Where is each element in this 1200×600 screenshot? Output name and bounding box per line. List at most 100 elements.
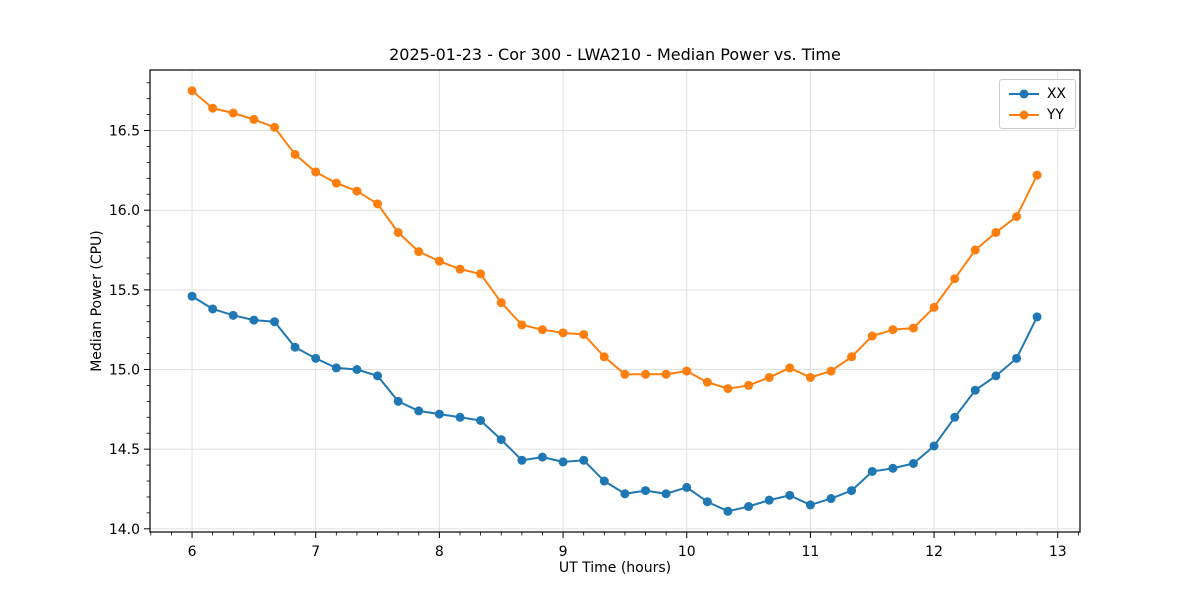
data-point-yy bbox=[599, 352, 609, 362]
data-point-xx bbox=[661, 489, 671, 499]
data-point-xx bbox=[228, 310, 238, 320]
data-point-xx bbox=[991, 371, 1001, 381]
data-point-xx bbox=[270, 317, 280, 327]
data-point-yy bbox=[558, 328, 568, 338]
data-point-yy bbox=[187, 86, 197, 96]
chart-title: 2025-01-23 - Cor 300 - LWA210 - Median P… bbox=[389, 45, 841, 64]
x-tick-label: 6 bbox=[188, 544, 197, 560]
data-point-xx bbox=[414, 406, 424, 416]
data-point-yy bbox=[929, 302, 939, 312]
data-point-xx bbox=[826, 494, 836, 504]
data-point-yy bbox=[888, 325, 898, 335]
data-point-xx bbox=[641, 486, 651, 496]
y-tick-label: 16.5 bbox=[109, 124, 140, 140]
data-point-xx bbox=[311, 353, 321, 363]
data-point-yy bbox=[744, 380, 754, 390]
data-point-yy bbox=[208, 103, 218, 113]
data-point-xx bbox=[434, 409, 444, 419]
data-point-xx bbox=[723, 506, 733, 516]
x-tick-label: 11 bbox=[801, 544, 819, 560]
data-point-yy bbox=[496, 298, 506, 308]
data-point-yy bbox=[970, 245, 980, 255]
data-point-yy bbox=[764, 372, 774, 382]
data-point-yy bbox=[826, 366, 836, 376]
data-point-xx bbox=[908, 458, 918, 468]
data-point-yy bbox=[661, 369, 671, 379]
data-point-xx bbox=[888, 463, 898, 473]
data-point-xx bbox=[620, 489, 630, 499]
data-point-xx bbox=[249, 315, 259, 325]
axes-border bbox=[149, 69, 1081, 533]
data-point-yy bbox=[785, 363, 795, 373]
data-point-xx bbox=[558, 457, 568, 467]
data-point-yy bbox=[331, 178, 341, 188]
data-point-yy bbox=[249, 114, 259, 124]
x-tick-label: 7 bbox=[311, 544, 320, 560]
data-point-yy bbox=[311, 167, 321, 177]
legend-item-yy: YY bbox=[1008, 106, 1066, 123]
data-point-xx bbox=[764, 495, 774, 505]
legend-label-xx: XX bbox=[1046, 85, 1066, 102]
data-point-xx bbox=[208, 304, 218, 314]
data-point-yy bbox=[620, 369, 630, 379]
data-point-yy bbox=[1032, 170, 1042, 180]
data-point-yy bbox=[537, 325, 547, 335]
data-point-xx bbox=[785, 490, 795, 500]
legend-item-xx: XX bbox=[1008, 85, 1066, 102]
y-tick-label: 15.5 bbox=[109, 283, 140, 299]
data-point-yy bbox=[414, 247, 424, 257]
y-tick-label: 15.0 bbox=[109, 363, 140, 379]
x-tick-label: 12 bbox=[925, 544, 943, 560]
data-point-yy bbox=[270, 122, 280, 132]
data-point-yy bbox=[702, 377, 712, 387]
data-point-yy bbox=[290, 149, 300, 159]
data-point-yy bbox=[476, 269, 486, 279]
data-point-xx bbox=[352, 365, 362, 375]
data-point-yy bbox=[991, 227, 1001, 237]
data-point-yy bbox=[867, 331, 877, 341]
legend-line-marker-icon bbox=[1008, 110, 1039, 119]
data-point-xx bbox=[537, 452, 547, 462]
data-point-xx bbox=[867, 466, 877, 476]
data-point-yy bbox=[352, 186, 362, 196]
data-point-xx bbox=[373, 371, 383, 381]
data-point-yy bbox=[455, 264, 465, 274]
data-point-xx bbox=[970, 385, 980, 395]
data-point-yy bbox=[950, 274, 960, 284]
x-tick-label: 9 bbox=[559, 544, 568, 560]
x-axis-label: UT Time (hours) bbox=[558, 560, 672, 576]
data-point-xx bbox=[950, 412, 960, 422]
data-point-yy bbox=[805, 372, 815, 382]
data-point-yy bbox=[641, 369, 651, 379]
data-point-xx bbox=[744, 502, 754, 512]
x-tick-label: 8 bbox=[435, 544, 444, 560]
data-point-xx bbox=[331, 363, 341, 373]
data-point-yy bbox=[393, 227, 403, 237]
data-point-xx bbox=[929, 441, 939, 451]
data-point-yy bbox=[1012, 212, 1022, 222]
data-point-xx bbox=[517, 455, 527, 465]
x-tick-label: 13 bbox=[1049, 544, 1067, 560]
data-point-xx bbox=[476, 415, 486, 425]
data-point-yy bbox=[579, 329, 589, 339]
data-point-xx bbox=[682, 482, 692, 492]
data-point-yy bbox=[682, 366, 692, 376]
data-point-xx bbox=[393, 396, 403, 406]
data-point-yy bbox=[373, 199, 383, 209]
data-point-xx bbox=[187, 291, 197, 301]
data-point-xx bbox=[496, 435, 506, 445]
data-point-xx bbox=[579, 455, 589, 465]
y-tick-label: 16.0 bbox=[109, 203, 140, 219]
data-point-yy bbox=[723, 384, 733, 394]
y-axis-label: Median Power (CPU) bbox=[89, 230, 105, 372]
data-point-yy bbox=[908, 323, 918, 333]
data-point-xx bbox=[702, 497, 712, 507]
data-point-yy bbox=[228, 108, 238, 118]
data-point-yy bbox=[847, 352, 857, 362]
y-tick-label: 14.5 bbox=[109, 442, 140, 458]
legend-label-yy: YY bbox=[1046, 106, 1064, 123]
data-point-xx bbox=[1032, 312, 1042, 322]
data-point-xx bbox=[599, 476, 609, 486]
